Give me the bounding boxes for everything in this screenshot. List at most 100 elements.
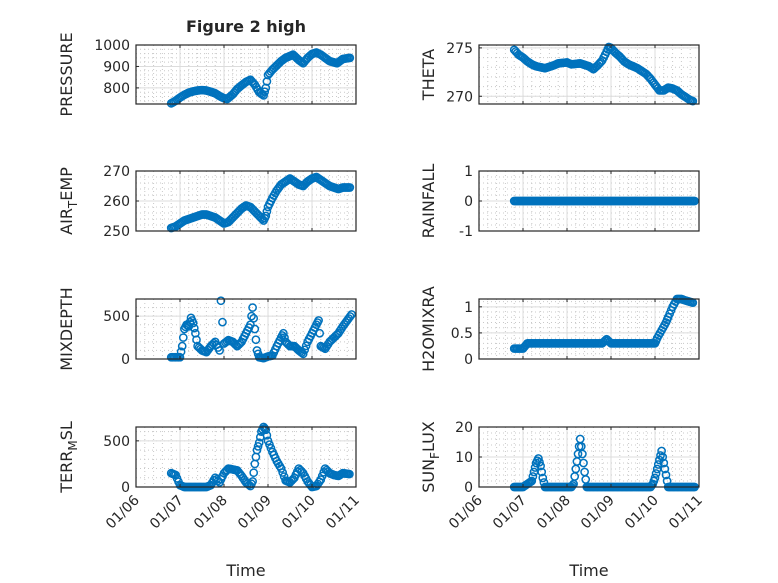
y-axis-label: MIXDEPTH — [57, 287, 76, 370]
y-label-part: AIR — [57, 208, 76, 235]
data-point — [189, 323, 199, 333]
data-point — [249, 313, 259, 323]
data-point — [537, 467, 547, 477]
data-point — [248, 477, 257, 486]
y-tick-label: 20 — [455, 420, 473, 436]
x-tick-label: 01/08 — [534, 493, 574, 533]
data-point — [188, 318, 198, 328]
data-point — [345, 53, 355, 63]
data-point — [218, 317, 227, 327]
y-axis-label: SUNFLUX — [419, 421, 442, 493]
data-point — [659, 458, 669, 468]
data-point — [261, 425, 271, 435]
data-point — [177, 341, 187, 351]
data-point — [298, 349, 308, 359]
x-tick-label: 01/11 — [323, 493, 363, 533]
x-tick-label: 01/09 — [578, 493, 618, 533]
axes-box — [478, 298, 700, 360]
y-tick-label: 275 — [446, 41, 473, 57]
y-label-part: PRESSURE — [57, 32, 76, 116]
data-point — [314, 316, 323, 325]
data-point — [570, 472, 580, 481]
data-point — [657, 446, 666, 456]
y-label-part: LUX — [419, 421, 438, 452]
x-axis-label: Time — [568, 561, 608, 580]
data-point — [345, 469, 354, 479]
data-point — [345, 183, 355, 192]
data-point — [178, 333, 188, 342]
y-label-part: SUN — [419, 459, 438, 493]
y-tick-label: 0 — [121, 480, 130, 496]
data-point — [658, 452, 668, 462]
data-point — [276, 464, 286, 473]
data-point — [248, 303, 257, 312]
subplot-h2omixra: 0 0.5 1 H2OMIXRA — [419, 286, 700, 372]
data-point — [257, 89, 267, 99]
data-point — [249, 468, 259, 478]
axes-box — [478, 44, 700, 105]
subplot-mixdepth: 0 500 MIXDEPTH — [57, 287, 357, 371]
data-point — [175, 352, 185, 362]
x-tick-label: 01/08 — [191, 493, 231, 533]
axes-box — [478, 170, 700, 232]
data-point — [315, 328, 325, 338]
y-label-part: SL — [57, 421, 76, 440]
data-point — [253, 442, 263, 451]
data-point — [568, 481, 577, 490]
y-tick-label: 1 — [464, 300, 473, 316]
data-point — [538, 473, 548, 483]
x-tick-label: 01/10 — [622, 493, 662, 533]
data-point — [301, 341, 311, 351]
y-tick-label: 10 — [455, 450, 473, 466]
data-point — [690, 196, 699, 206]
x-tick-label: 01/06 — [446, 492, 486, 532]
data-point — [581, 475, 591, 484]
subplot-terr-msl: 0 500 TERRMSL 01/06 01/07 01/08 01/09 01/10 01/1… — [57, 421, 363, 580]
x-tick-label: 01/07 — [147, 493, 187, 533]
data-point — [279, 328, 288, 338]
y-tick-label: 500 — [103, 434, 130, 450]
data-point — [250, 324, 260, 334]
y-tick-label: -1 — [459, 224, 473, 240]
data-point — [660, 464, 670, 474]
y-label-subscript: T — [66, 200, 80, 209]
y-axis-label: TERRMSL — [57, 421, 80, 494]
x-tick-label: 01/07 — [490, 493, 530, 533]
axes-box — [478, 426, 700, 488]
data-point — [575, 434, 585, 444]
y-axis-label: H2OMIXRA — [419, 286, 438, 372]
y-label-part: MIXDEPTH — [57, 287, 76, 370]
y-axis-label: RAINFALL — [419, 164, 438, 239]
y-tick-label: 1 — [464, 164, 473, 180]
y-label-subscript: F — [428, 452, 442, 459]
data-point — [527, 476, 537, 486]
data-point — [345, 312, 355, 321]
y-label-part: RAINFALL — [419, 164, 438, 239]
data-point — [534, 454, 543, 463]
y-tick-label: 1000 — [94, 38, 130, 54]
data-point — [578, 449, 587, 459]
x-tick-label: 01/06 — [103, 492, 143, 532]
data-point — [261, 211, 271, 221]
data-point — [300, 345, 310, 355]
data-point — [535, 457, 544, 467]
x-tick-label: 01/10 — [279, 493, 319, 533]
y-tick-label: 260 — [103, 194, 130, 210]
data-point — [528, 472, 538, 481]
subplot-rainfall: -1 0 1 RAINFALL — [419, 164, 700, 240]
data-point — [252, 445, 262, 455]
y-label-subscript: M — [66, 440, 80, 450]
axes-box — [135, 44, 357, 105]
data-point — [251, 335, 261, 345]
y-tick-label: 0 — [464, 480, 473, 496]
y-tick-label: 270 — [446, 89, 473, 105]
y-tick-label: 0 — [464, 194, 473, 210]
figure-title: Figure 2 high — [186, 17, 306, 36]
axes-box — [135, 170, 357, 232]
data-point — [260, 87, 270, 97]
data-point — [347, 310, 356, 319]
data-point — [661, 470, 671, 480]
y-tick-label: 900 — [103, 59, 130, 75]
